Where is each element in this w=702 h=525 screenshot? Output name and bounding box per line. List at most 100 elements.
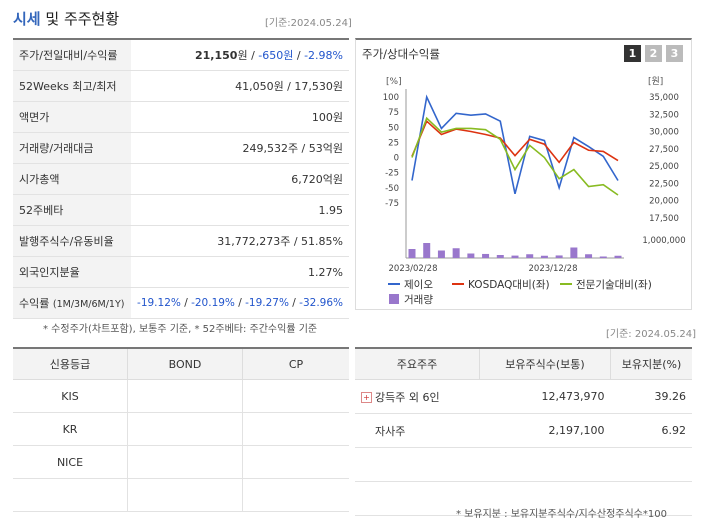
row-foreign: 외국인지분율 1.27% (13, 256, 349, 288)
bond (127, 412, 243, 446)
row-label: 액면가 (13, 101, 132, 133)
volume-bar (570, 247, 578, 258)
price-rate: -2.98% (304, 49, 343, 62)
chart-legend: 제이오 KOSDAQ대비(좌) 전문기술대비(좌) 거래량 (388, 279, 652, 306)
row-returns: 수익률 (1M/3M/6M/1Y) -19.12% / -20.19% / -1… (13, 287, 349, 319)
return-6m: -19.27% (245, 297, 289, 309)
holder-shares (479, 481, 611, 516)
sector-line (411, 116, 619, 196)
volume-bar (437, 250, 445, 258)
volume-bar (482, 253, 490, 258)
left-tick-label: 100 (383, 93, 399, 103)
right-tick-label: 30,000 (649, 128, 679, 138)
left-tick-label: -25 (385, 169, 399, 179)
col-cp: CP (242, 348, 349, 380)
right-unit: [원] (648, 76, 663, 87)
volume-bar (496, 255, 504, 258)
price-table: 주가/전일대비/수익률 21,150원 / -650원 / -2.98% 52W… (13, 38, 349, 319)
holder-shares: 12,473,970 (479, 379, 611, 414)
holder-name[interactable]: 강득주 외 6인 (375, 390, 440, 404)
kosdaq-line (411, 119, 619, 164)
base-date-2: [기준: 2024.05.24] (606, 329, 697, 340)
agency (13, 478, 128, 512)
left-tick-label: 25 (388, 138, 399, 148)
row-volume: 거래량/거래대금 249,532주 / 53억원 (13, 132, 349, 164)
left-tick-label: 75 (388, 108, 399, 118)
sep: / (293, 49, 305, 62)
row-label: 수익률 (19, 297, 50, 310)
row-value: 41,050원 / 17,530원 (131, 70, 349, 102)
right-tick-label: 27,500 (649, 145, 679, 155)
row-label: 시가총액 (13, 163, 132, 195)
holder-pct (610, 447, 692, 482)
row-label: 외국인지분율 (13, 256, 132, 288)
legend-swatch-volume (389, 294, 399, 304)
credit-table: 신용등급 BOND CP KIS KR NICE (13, 347, 349, 512)
left-tick-label: -75 (385, 199, 399, 209)
volume-bar (540, 255, 548, 258)
volume-tick-label: 1,000,000 (642, 236, 685, 246)
return-1m: -19.12% (137, 297, 181, 309)
row-value: 6,720억원 (131, 163, 349, 195)
price-footnote: * 수정주가(차트포함), 보통주 기준, * 52주베타: 주간수익률 기준 (43, 324, 318, 335)
sep: / (180, 297, 192, 309)
left-tick-label: 50 (388, 123, 399, 133)
bond (127, 379, 243, 413)
table-row: 자사주 2,197,100 6.92 (355, 413, 692, 448)
current-price: 21,150 (195, 49, 238, 62)
volume-bar (511, 255, 519, 258)
base-date: [기준:2024.05.24] (265, 18, 352, 29)
row-market-cap: 시가총액 6,720억원 (13, 163, 349, 195)
row-label: 52Weeks 최고/최저 (13, 70, 132, 102)
row-label: 52주베타 (13, 194, 132, 226)
cp (242, 445, 349, 479)
holder-name: 자사주 (355, 413, 480, 448)
col-rating: 신용등급 (13, 348, 128, 380)
table-row (355, 447, 692, 482)
row-shares: 발행주식수/유동비율 31,772,273주 / 51.85% (13, 225, 349, 257)
right-tick-label: 22,500 (649, 179, 679, 189)
legend-volume: 거래량 (404, 294, 433, 306)
price-unit: 원 (237, 49, 248, 62)
chart-title: 주가/상대수익률 (362, 47, 440, 61)
right-tick-label: 32,500 (649, 110, 679, 120)
table-row (13, 478, 349, 512)
return-3m: -20.19% (191, 297, 235, 309)
row-52weeks: 52Weeks 최고/최저 41,050원 / 17,530원 (13, 70, 349, 102)
table-row: + 강득주 외 6인 12,473,970 39.26 (355, 379, 692, 414)
volume-bar (452, 248, 460, 258)
cp (242, 379, 349, 413)
table-row: KIS (13, 379, 349, 413)
holder-shares: 2,197,100 (479, 413, 611, 448)
right-tick-label: 35,000 (649, 93, 679, 103)
cp (242, 478, 349, 512)
col-holder: 주요주주 (355, 348, 480, 380)
bond (127, 478, 243, 512)
volume-bar (555, 255, 563, 258)
chart-button-3[interactable]: 3 (666, 45, 683, 62)
chart-button-2[interactable]: 2 (645, 45, 662, 62)
shareholder-header: 주요주주 보유주식수(보통) 보유지분(%) (355, 348, 692, 380)
row-beta: 52주베타 1.95 (13, 194, 349, 226)
shareholder-table: 주요주주 보유주식수(보통) 보유지분(%) + 강득주 외 6인 12,473,… (355, 347, 692, 516)
table-row: NICE (13, 445, 349, 479)
expand-icon[interactable]: + (361, 392, 372, 403)
sep: / (234, 297, 246, 309)
col-bond: BOND (127, 348, 243, 380)
legend-kosdaq: KOSDAQ대비(좌) (468, 279, 550, 291)
holder-name (355, 447, 480, 482)
agency: KIS (13, 379, 128, 413)
title-main: 시세 (13, 10, 41, 28)
row-value: 1.95 (131, 194, 349, 226)
chart-button-1[interactable]: 1 (624, 45, 641, 62)
volume-bar (408, 249, 416, 258)
table-row: KR (13, 412, 349, 446)
holder-pct: 6.92 (610, 413, 692, 448)
table-row (355, 481, 692, 516)
volume-bar (423, 243, 431, 258)
legend-company: 제이오 (404, 279, 433, 291)
row-label: 발행주식수/유동비율 (13, 225, 132, 257)
volume-bar (526, 254, 534, 258)
col-shares: 보유주식수(보통) (479, 348, 611, 380)
price-change: -650원 (258, 49, 294, 62)
